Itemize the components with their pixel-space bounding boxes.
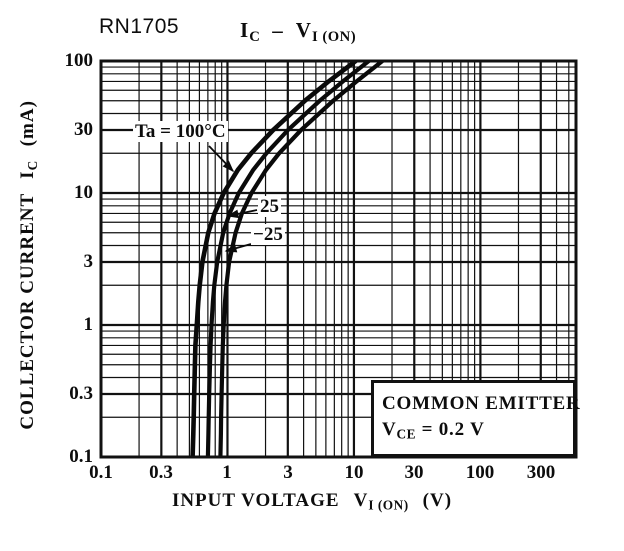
- y-tick-label: 10: [74, 182, 93, 203]
- x-axis-title: INPUT VOLTAGE VI (ON) (V): [0, 490, 624, 514]
- x-tick-label: 10: [344, 462, 364, 483]
- title-dash: –: [272, 18, 284, 42]
- y-axis-symbol: I: [17, 170, 39, 179]
- x-tick-label: 30: [404, 462, 424, 483]
- x-tick-label: 0.1: [89, 462, 113, 483]
- y-tick-label: 100: [64, 50, 94, 71]
- title-symbol-ic: I: [240, 18, 250, 42]
- x-tick-label: 100: [465, 462, 495, 483]
- title-symbol-vion-sub: I (ON): [311, 29, 357, 46]
- y-tick-label: 1: [83, 314, 94, 335]
- x-axis-unit: (V): [422, 490, 453, 511]
- title-symbol-vion: V: [295, 18, 312, 42]
- y-tick-label: 0.1: [69, 446, 93, 467]
- x-tick-label: 3: [283, 462, 293, 483]
- y-tick-label: 30: [74, 119, 93, 140]
- condition-value: = 0.2 V: [421, 419, 485, 440]
- x-tick-label: 300: [526, 462, 556, 483]
- curve-1: [205, 61, 372, 457]
- curve-0: [190, 61, 360, 457]
- x-tick-label: 1: [222, 462, 232, 483]
- y-tick-label: 3: [83, 251, 94, 272]
- title-symbol-ic-sub: C: [249, 29, 261, 46]
- x-axis-symbol-sub: I (ON): [368, 497, 409, 513]
- curve-label-ta100: Ta = 100°C: [133, 121, 228, 142]
- curve-label-25: 25: [258, 196, 281, 217]
- y-tick-label: 0.3: [69, 383, 93, 404]
- x-axis-symbol: V: [353, 490, 369, 511]
- condition-line2: VCE = 0.2 V: [382, 417, 573, 448]
- product-label: RN1705: [99, 15, 180, 38]
- condition-line1: COMMON EMITTER: [382, 393, 581, 414]
- curve-label-minus25: −25: [251, 224, 285, 245]
- condition-box: COMMON EMITTER VCE = 0.2 V: [371, 380, 581, 457]
- x-axis-title-text: INPUT VOLTAGE: [171, 490, 340, 511]
- y-axis-unit: (mA): [17, 100, 39, 147]
- plot-border: [99, 59, 578, 459]
- condition-symbol-sub: CE: [396, 426, 417, 442]
- chart-title: IC – VI (ON): [240, 18, 356, 46]
- y-axis-title-text: COLLECTOR CURRENT: [17, 192, 39, 430]
- annotation-arrows: [208, 145, 258, 253]
- y-axis-symbol-sub: C: [24, 160, 40, 171]
- x-tick-label: 0.3: [149, 462, 173, 483]
- condition-symbol: V: [382, 419, 397, 440]
